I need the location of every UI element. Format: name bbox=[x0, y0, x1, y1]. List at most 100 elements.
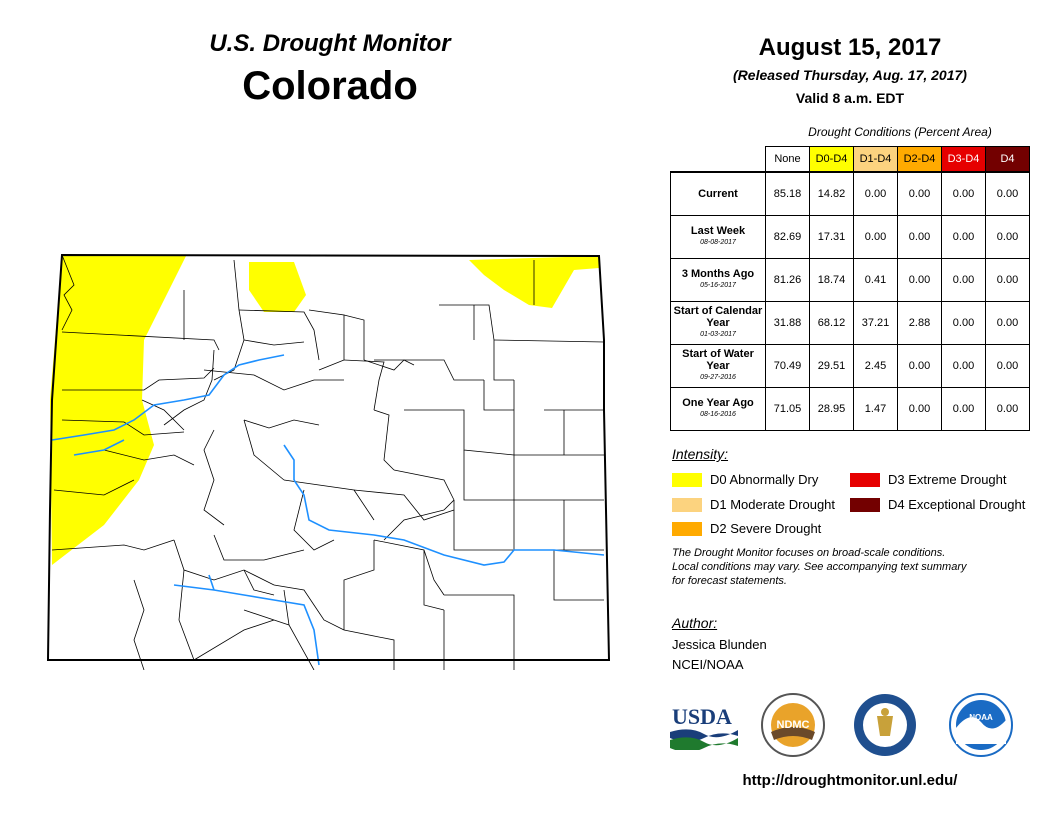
table-cell: 0.00 bbox=[985, 171, 1030, 216]
ndmc-logo: NDMC bbox=[761, 693, 825, 757]
note-line: Local conditions may vary. See accompany… bbox=[672, 561, 967, 573]
legend-item-d3: D3 Extreme Drought bbox=[850, 472, 1007, 487]
usda-text: USDA bbox=[672, 704, 732, 729]
legend-swatch bbox=[672, 472, 702, 487]
table-cell: 28.95 bbox=[809, 387, 854, 431]
d0-area-west bbox=[50, 255, 186, 565]
noaa-text: NOAA bbox=[969, 713, 993, 722]
legend-label: D1 Moderate Drought bbox=[710, 497, 836, 512]
usda-logo: USDA bbox=[670, 704, 738, 750]
noaa-logo: NOAA bbox=[949, 693, 1013, 757]
legend-label: D2 Severe Drought bbox=[710, 521, 822, 536]
d0-area-north bbox=[249, 262, 306, 312]
legend-swatch bbox=[672, 521, 702, 536]
note-line: for forecast statements. bbox=[672, 575, 787, 587]
table-row: Current 85.18 14.82 0.00 0.00 0.00 0.00 bbox=[670, 171, 1030, 216]
table-cell: 0.00 bbox=[941, 344, 986, 388]
row-date: 08-16-2016 bbox=[700, 411, 736, 418]
legend-item-d1: D1 Moderate Drought bbox=[672, 497, 835, 512]
date-title: August 15, 2017 bbox=[758, 34, 942, 61]
row-date: 09-27-2016 bbox=[700, 374, 736, 381]
note-line: The Drought Monitor focuses on broad-sca… bbox=[672, 547, 946, 559]
table-row: 3 Months Ago 05-16-2017 81.26 18.74 0.41 … bbox=[670, 258, 1030, 302]
table-cell: 31.88 bbox=[765, 301, 810, 345]
author-org: NCEI/NOAA bbox=[672, 657, 744, 672]
col-d3-d4: D3-D4 bbox=[941, 146, 986, 173]
county-lines bbox=[51, 254, 605, 670]
table-cell: 0.00 bbox=[941, 215, 986, 259]
table-cell: 0.00 bbox=[985, 344, 1030, 388]
website-link[interactable]: http://droughtmonitor.unl.edu/ bbox=[742, 772, 958, 789]
table-cell: 2.88 bbox=[897, 301, 942, 345]
legend-label: D0 Abnormally Dry bbox=[710, 472, 819, 487]
table-cell: 82.69 bbox=[765, 215, 810, 259]
table-cell: 0.00 bbox=[853, 215, 898, 259]
table-row: Start of Calendar Year 01-03-2017 31.88 6… bbox=[670, 301, 1030, 345]
legend-item-d2: D2 Severe Drought bbox=[672, 521, 821, 536]
table-cell: 70.49 bbox=[765, 344, 810, 388]
author-name: Jessica Blunden bbox=[672, 637, 767, 652]
author-label: Author: bbox=[672, 615, 718, 631]
table-cell: 0.00 bbox=[985, 387, 1030, 431]
row-label: Last Week 08-08-2017 bbox=[670, 215, 766, 259]
table-caption: Drought Conditions (Percent Area) bbox=[808, 125, 992, 139]
legend-swatch bbox=[850, 472, 880, 487]
table-cell: 29.51 bbox=[809, 344, 854, 388]
table-cell: 0.00 bbox=[985, 301, 1030, 345]
state-boundary bbox=[46, 253, 611, 661]
ndmc-text: NDMC bbox=[777, 719, 810, 731]
table-cell: 0.00 bbox=[941, 258, 986, 302]
disclaimer-note: The Drought Monitor focuses on broad-sca… bbox=[672, 546, 1012, 588]
table-cell: 81.26 bbox=[765, 258, 810, 302]
table-row: One Year Ago 08-16-2016 71.05 28.95 1.47 … bbox=[670, 387, 1030, 431]
col-none: None bbox=[765, 146, 810, 173]
drought-conditions-table: None D0-D4 D1-D4 D2-D4 D3-D4 D4 Current … bbox=[670, 146, 1030, 431]
table-cell: 0.00 bbox=[853, 171, 898, 216]
table-cell: 0.00 bbox=[941, 171, 986, 216]
row-date: 01-03-2017 bbox=[700, 331, 736, 338]
row-label: 3 Months Ago 05-16-2017 bbox=[670, 258, 766, 302]
table-cell: 85.18 bbox=[765, 171, 810, 216]
table-cell: 2.45 bbox=[853, 344, 898, 388]
colorado-drought-map bbox=[46, 253, 611, 670]
table-cell: 68.12 bbox=[809, 301, 854, 345]
col-d1-d4: D1-D4 bbox=[853, 146, 898, 173]
table-cell: 0.00 bbox=[897, 215, 942, 259]
table-cell: 0.00 bbox=[941, 301, 986, 345]
valid-time: Valid 8 a.m. EDT bbox=[795, 90, 905, 106]
table-row: Last Week 08-08-2017 82.69 17.31 0.00 0.0… bbox=[670, 215, 1030, 259]
row-date: 05-16-2017 bbox=[700, 282, 736, 289]
col-d4: D4 bbox=[985, 146, 1030, 173]
table-cell: 0.00 bbox=[897, 344, 942, 388]
table-cell: 0.00 bbox=[941, 387, 986, 431]
release-date: (Released Thursday, Aug. 17, 2017) bbox=[733, 67, 967, 83]
col-d0-d4: D0-D4 bbox=[809, 146, 854, 173]
table-cell: 0.00 bbox=[897, 171, 942, 216]
table-cell: 0.00 bbox=[985, 258, 1030, 302]
table-row: Start of Water Year 09-27-2016 70.49 29.5… bbox=[670, 344, 1030, 388]
legend-swatch bbox=[672, 497, 702, 512]
row-label: One Year Ago 08-16-2016 bbox=[670, 387, 766, 431]
table-cell: 37.21 bbox=[853, 301, 898, 345]
table-cell: 0.00 bbox=[985, 215, 1030, 259]
legend-label: D4 Exceptional Drought bbox=[888, 497, 1026, 512]
legend-swatch bbox=[850, 497, 880, 512]
table-cell: 1.47 bbox=[853, 387, 898, 431]
table-cell: 0.00 bbox=[897, 387, 942, 431]
table-cell: 14.82 bbox=[809, 171, 854, 216]
row-label: Start of Calendar Year 01-03-2017 bbox=[670, 301, 766, 345]
row-label: Start of Water Year 09-27-2016 bbox=[670, 344, 766, 388]
state-title: Colorado bbox=[242, 64, 418, 108]
commerce-seal bbox=[854, 694, 916, 756]
legend-item-d4: D4 Exceptional Drought bbox=[850, 497, 1025, 512]
row-date: 08-08-2017 bbox=[700, 239, 736, 246]
table-cell: 0.41 bbox=[853, 258, 898, 302]
legend-label: D3 Extreme Drought bbox=[888, 472, 1007, 487]
legend-item-d0: D0 Abnormally Dry bbox=[672, 472, 818, 487]
table-cell: 18.74 bbox=[809, 258, 854, 302]
table-header-row: None D0-D4 D1-D4 D2-D4 D3-D4 D4 bbox=[671, 146, 1030, 173]
row-label: Current bbox=[670, 171, 766, 216]
legend-title: Intensity: bbox=[672, 446, 729, 462]
map-title: U.S. Drought Monitor bbox=[209, 30, 451, 57]
rivers bbox=[51, 354, 605, 666]
